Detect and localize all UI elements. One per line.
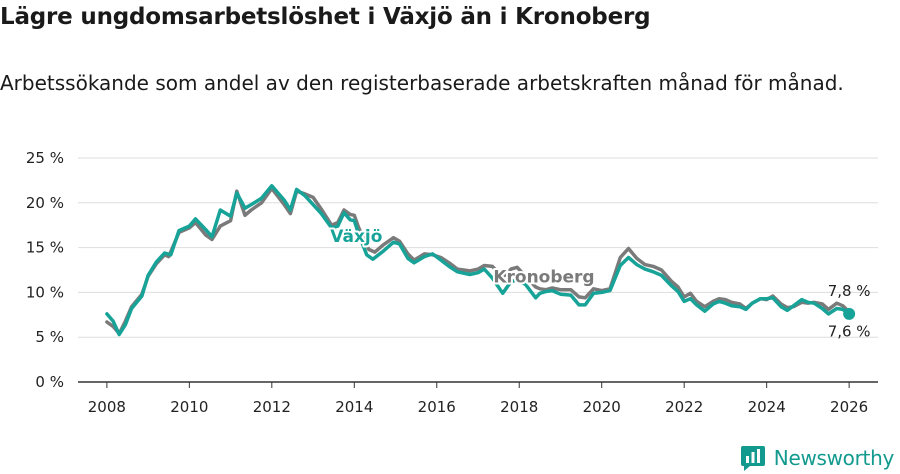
x-tick-label-2010: 2010: [170, 398, 208, 416]
y-tick-label-0: 0 %: [35, 373, 64, 391]
x-tick-label-2026: 2026: [830, 398, 868, 416]
end-label-kronoberg: 7,8 %: [828, 282, 871, 300]
newsworthy-brand: Newsworthy: [740, 443, 894, 473]
chart-title: Lägre ungdomsarbetslöshet i Växjö än i K…: [0, 4, 651, 30]
y-axis-tick-labels: 0 % 5 % 10 % 15 % 20 % 25 %: [26, 149, 64, 391]
x-tick-label-2014: 2014: [335, 398, 373, 416]
endpoint-marker-vaxjo: [843, 307, 856, 320]
x-tick-label-2016: 2016: [418, 398, 456, 416]
x-tick-label-2022: 2022: [665, 398, 703, 416]
series-lines: [105, 184, 856, 337]
series-label-vaxjo: Växjö: [330, 227, 382, 247]
y-tick-label-5: 5 %: [35, 328, 64, 346]
series-line-kronoberg: [105, 186, 851, 336]
y-tick-label-10: 10 %: [26, 283, 64, 301]
gridlines: [78, 157, 878, 338]
end-label-vaxjo: 7,6 %: [828, 322, 871, 340]
newsworthy-logo-icon: [740, 446, 765, 471]
y-tick-label-20: 20 %: [26, 194, 64, 212]
x-tick-label-2008: 2008: [88, 398, 126, 416]
x-tick-label-2020: 2020: [583, 398, 621, 416]
x-tick-label-2012: 2012: [253, 398, 291, 416]
y-tick-label-25: 25 %: [26, 149, 64, 167]
x-tick-label-2018: 2018: [500, 398, 538, 416]
series-line-vaxjo: [105, 184, 851, 337]
brand-name: Newsworthy: [773, 446, 895, 470]
x-axis: 2008 2010 2012 2014 2016 2018 2020 2022 2024 2026: [78, 381, 878, 416]
series-labels: Växjö Kronoberg 7,8 % 7,6 %: [328, 225, 871, 340]
y-tick-label-15: 15 %: [26, 239, 64, 257]
series-label-kronoberg: Kronoberg: [493, 268, 594, 288]
x-tick-label-2024: 2024: [748, 398, 786, 416]
chart-subtitle: Arbetssökande som andel av den registerb…: [0, 71, 844, 95]
